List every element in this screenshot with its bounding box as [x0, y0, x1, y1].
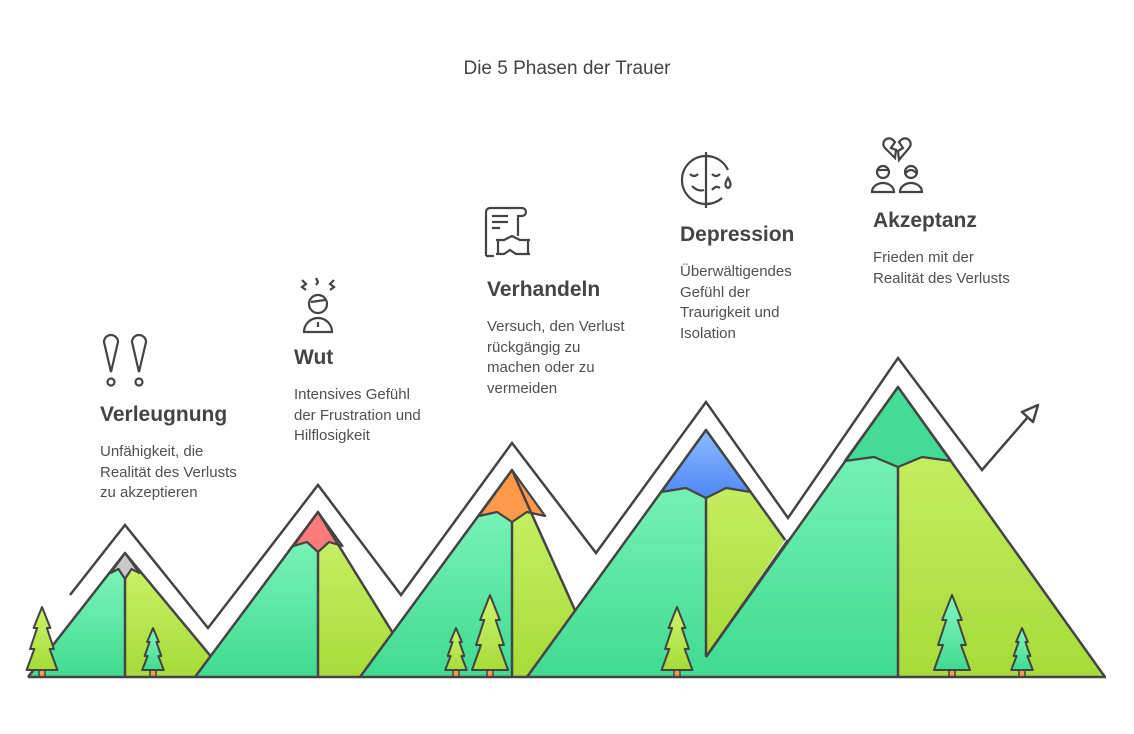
mountain-outline: [525, 428, 787, 678]
desc-line: Überwältigendes: [680, 263, 792, 280]
tree-crown: [660, 606, 694, 671]
desc-line: Frieden mit der: [873, 249, 974, 266]
tree-crown: [470, 594, 510, 671]
desc-line: rückgängig zu: [487, 338, 581, 356]
tree-icon: [932, 594, 972, 678]
phase-description: Frieden mit der Realität des Verlusts: [873, 248, 1010, 289]
tree-crown: [141, 627, 165, 671]
tree-icon: [444, 627, 468, 678]
mountain-outline: [704, 385, 1107, 678]
phase-verhandeln: Verhandeln Versuch, den Verlust rückgäng…: [487, 277, 625, 400]
phase-heading: Depression: [680, 223, 795, 246]
desc-line: Realität des Verlusts: [100, 463, 237, 481]
desc-line: Gefühl der: [680, 283, 751, 301]
phase-heading: Verleugnung: [100, 403, 228, 426]
mountain-outline: [27, 551, 229, 678]
phase-heading: Wut: [294, 346, 334, 369]
phase-description: Überwältigendes Gefühl der Traurigkeit u…: [680, 262, 794, 345]
desc-line: vermeiden: [487, 380, 558, 398]
desc-line: Isolation: [680, 325, 736, 343]
mountain-peak-cap: [477, 468, 547, 524]
phase-akzeptanz: Akzeptanz Frieden mit der Realität des V…: [873, 208, 1010, 289]
arrow-head-icon: [1020, 403, 1040, 424]
desc-line: der Frustration und: [294, 406, 421, 424]
diagram-title: Die 5 Phasen der Trauer: [463, 58, 671, 79]
tree-crown: [1010, 627, 1034, 671]
phase-description: Intensives Gefühl der Frustration und Hi…: [294, 385, 421, 447]
sad-face-tear-icon: [680, 152, 732, 208]
phase-heading: Akzeptanz: [873, 209, 977, 232]
mountain-outline: [358, 468, 607, 678]
desc-line: Versuch, den Verlust: [487, 318, 625, 335]
mountain-peak-cap: [660, 428, 752, 500]
tree-icon: [1010, 627, 1034, 678]
phase-heading: Verhandeln: [487, 278, 601, 301]
desc-line: Realität des Verlusts: [873, 269, 1010, 287]
broken-heart-couple-icon: [870, 137, 924, 194]
exclamation-marks-icon: [102, 333, 148, 387]
tree-icon: [25, 606, 59, 678]
mountain-4: [525, 428, 790, 678]
phase-verleugnung: Verleugnung Unfähigkeit, die Realität de…: [100, 402, 237, 504]
phase-depression: Depression Überwältigendes Gefühl der Tr…: [680, 222, 794, 345]
tree-crown: [932, 594, 972, 671]
phase-description: Versuch, den Verlust rückgängig zu mache…: [487, 317, 625, 400]
zigzag-path-line: [69, 355, 1035, 631]
mountain-peak-cap: [843, 385, 953, 469]
desc-line: Traurigkeit und: [680, 304, 780, 322]
phase-wut: Wut Intensives Gefühl der Frustration un…: [294, 345, 421, 447]
desc-line: Unfähigkeit, die: [100, 443, 204, 460]
desc-line: zu akzeptieren: [100, 484, 198, 502]
desc-line: machen oder zu: [487, 359, 595, 377]
phase-description: Unfähigkeit, die Realität des Verlusts z…: [100, 442, 237, 504]
tree-crown: [444, 627, 468, 671]
mountain-outline: [193, 510, 422, 678]
desc-line: Intensives Gefühl: [294, 386, 410, 403]
desc-line: Hilflosigkeit: [294, 427, 370, 445]
tree-crown: [25, 606, 59, 671]
contract-handshake-icon: [484, 206, 530, 258]
angry-person-icon: [300, 277, 336, 334]
